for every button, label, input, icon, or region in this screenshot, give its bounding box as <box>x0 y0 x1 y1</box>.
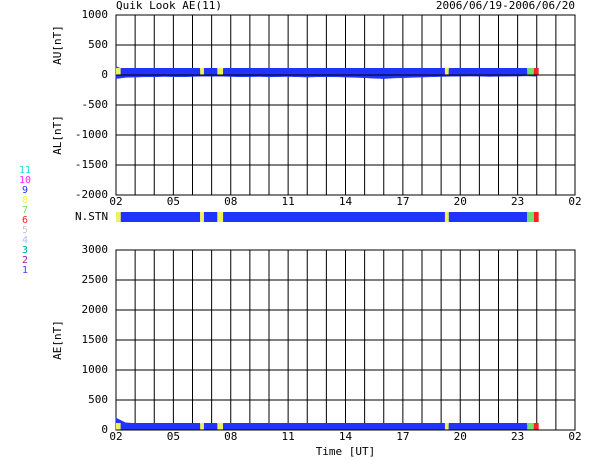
station-segment <box>200 68 204 75</box>
station-segment <box>533 212 539 222</box>
x-tick-label: 11 <box>282 430 295 443</box>
station-segment <box>120 68 201 75</box>
y-tick-label: -500 <box>82 98 109 111</box>
station-segment <box>448 212 528 222</box>
y-tick-label: 0 <box>101 423 108 436</box>
station-segment <box>217 68 224 75</box>
station-segment <box>533 423 539 430</box>
x-tick-label: 02 <box>568 195 581 208</box>
station-segment <box>120 212 201 222</box>
x-axis-label: Time [UT] <box>316 445 376 458</box>
x-tick-label: 14 <box>339 195 353 208</box>
x-tick-label: 02 <box>568 430 581 443</box>
y-tick-label: 500 <box>88 393 108 406</box>
y-tick-label: 1000 <box>82 8 109 21</box>
area <box>115 74 537 79</box>
station-segment <box>223 212 445 222</box>
y-tick-label: 0 <box>101 68 108 81</box>
station-segment <box>116 423 121 430</box>
station-segment <box>444 68 449 75</box>
y-axis-label: AE[nT] <box>51 320 64 360</box>
x-tick-label: 14 <box>339 430 353 443</box>
y-tick-label: 2000 <box>82 303 109 316</box>
station-segment <box>448 68 528 75</box>
station-segment <box>527 423 534 430</box>
y-tick-label: 3000 <box>82 243 109 256</box>
station-segment <box>444 423 449 430</box>
x-tick-label: 20 <box>454 195 467 208</box>
x-tick-label: 08 <box>224 195 237 208</box>
legend-label: 10 <box>19 175 31 186</box>
station-segment <box>527 212 534 222</box>
station-segment <box>223 423 445 430</box>
legend-label: 6 <box>22 215 28 226</box>
y-axis-label: AL[nT] <box>51 115 64 155</box>
station-segment <box>200 212 204 222</box>
station-segment <box>533 68 539 75</box>
x-tick-label: 23 <box>511 195 524 208</box>
station-segment <box>217 423 224 430</box>
y-tick-label: -1000 <box>75 128 108 141</box>
x-tick-label: 17 <box>396 195 409 208</box>
station-segment <box>116 68 121 75</box>
legend-label: 8 <box>22 195 28 206</box>
station-segment <box>203 68 218 75</box>
legend-label: 9 <box>22 185 28 196</box>
x-tick-label: 20 <box>454 430 467 443</box>
y-tick-label: 500 <box>88 38 108 51</box>
x-tick-label: 11 <box>282 195 295 208</box>
y-tick-label: 1000 <box>82 363 109 376</box>
y-tick-label: -2000 <box>75 188 108 201</box>
legend-label: 2 <box>22 255 28 266</box>
station-segment <box>448 423 528 430</box>
legend-label: 7 <box>22 205 28 216</box>
strip-label: N.STN <box>75 210 108 223</box>
station-segment <box>203 212 218 222</box>
x-tick-label: 23 <box>511 430 524 443</box>
station-segment <box>527 68 534 75</box>
legend-label: 4 <box>22 235 28 246</box>
x-tick-label: 08 <box>224 430 237 443</box>
station-segment <box>116 212 121 222</box>
chart-title: Quik Look AE(11) <box>116 0 222 12</box>
x-tick-label: 05 <box>167 195 180 208</box>
station-segment <box>203 423 218 430</box>
legend-label: 3 <box>22 245 28 256</box>
legend-label: 1 <box>22 265 28 276</box>
station-segment <box>217 212 224 222</box>
y-axis-label: AU[nT] <box>51 25 64 65</box>
date-range: 2006/06/19-2006/06/20 <box>436 0 575 12</box>
y-tick-label: 2500 <box>82 273 109 286</box>
x-tick-label: 05 <box>167 430 180 443</box>
x-tick-label: 02 <box>109 430 122 443</box>
station-segment <box>200 423 204 430</box>
station-segment <box>444 212 449 222</box>
x-tick-label: 17 <box>396 430 409 443</box>
legend-label: 5 <box>22 225 28 236</box>
y-tick-label: 1500 <box>82 333 109 346</box>
station-segment <box>223 68 445 75</box>
y-tick-label: -1500 <box>75 158 108 171</box>
legend-label: 11 <box>19 165 31 176</box>
station-segment <box>120 423 201 430</box>
x-tick-label: 02 <box>109 195 122 208</box>
